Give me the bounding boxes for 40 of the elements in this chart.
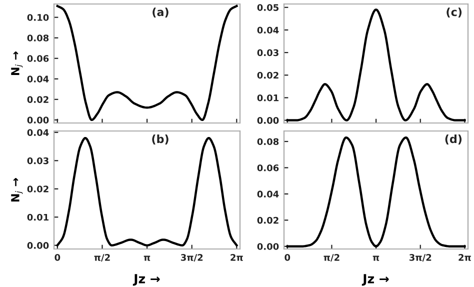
x-tick-label: π/2 <box>94 254 110 262</box>
y-tick-label: 0.00 <box>27 116 49 124</box>
x-axis-title: Jz → <box>362 274 389 286</box>
y-tick-label: 0.04 <box>27 129 49 136</box>
x-axis-title: Jz → <box>132 274 160 286</box>
x-tick-label: 0 <box>284 254 290 261</box>
x-tick-label: 3π/2 <box>409 254 432 262</box>
x-tick-label: 2π <box>230 254 243 261</box>
x-tick-label: 2π <box>458 254 471 261</box>
y-tick-label: 0.00 <box>27 242 49 249</box>
y-tick-label: 0.00 <box>257 117 279 124</box>
y-tick-label: 0.03 <box>27 157 48 164</box>
y-tick-label: 0.08 <box>257 138 279 146</box>
y-axis-title: N$_{j}$ → <box>11 178 23 202</box>
y-tick-label: 0.01 <box>257 94 279 102</box>
annotation: (d) <box>445 134 462 144</box>
y-tick-label: 0.02 <box>257 72 278 79</box>
y-tick-label: 0.00 <box>257 243 279 250</box>
y-tick-label: 0.05 <box>257 4 279 11</box>
x-tick-label: 3π/2 <box>180 254 203 262</box>
x-tick-label: π/2 <box>324 254 340 262</box>
y-tick-label: 0.08 <box>27 34 49 42</box>
y-tick-label: 0.06 <box>27 55 49 62</box>
y-tick-label: 0.02 <box>257 216 278 224</box>
y-axis-title: N$_{j}$ → <box>11 52 23 76</box>
y-tick-label: 0.04 <box>257 26 279 34</box>
annotation: (a) <box>152 8 168 18</box>
annotation: (b) <box>152 134 168 144</box>
y-tick-label: 0.04 <box>257 190 279 198</box>
x-tick-label: 0 <box>54 254 60 261</box>
y-tick-label: 0.10 <box>27 14 49 21</box>
annotation: (c) <box>446 8 462 18</box>
y-tick-label: 0.04 <box>27 76 49 82</box>
x-tick-label: π <box>372 256 380 261</box>
y-tick-label: 0.06 <box>257 164 279 172</box>
y-tick-label: 0.02 <box>27 186 48 192</box>
x-tick-label: π <box>144 256 150 261</box>
y-tick-label: 0.01 <box>27 214 49 221</box>
y-tick-label: 0.02 <box>27 96 48 103</box>
y-tick-label: 0.03 <box>257 49 278 56</box>
